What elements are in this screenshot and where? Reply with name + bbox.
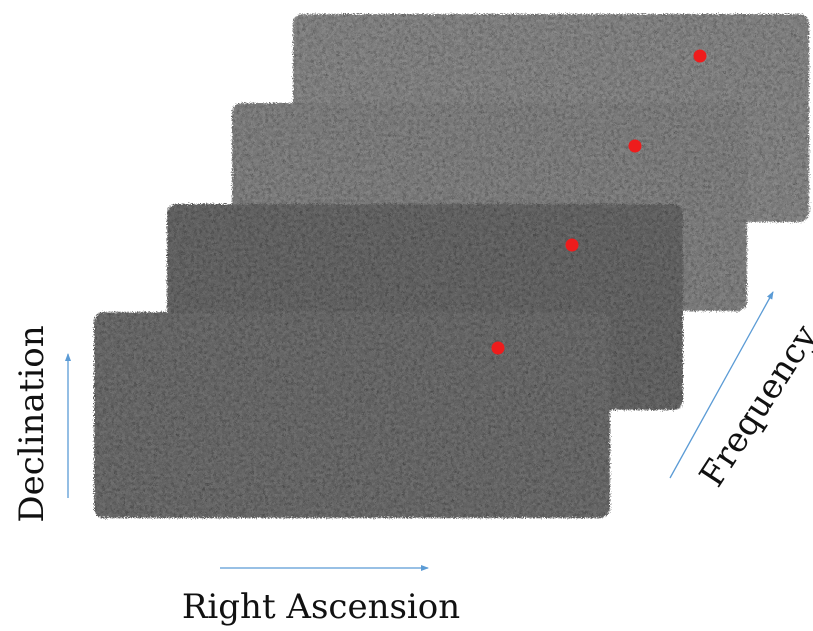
slice-1-plane [94, 312, 610, 518]
source-marker-2 [565, 238, 579, 252]
right-ascension-label: Right Ascension [182, 587, 460, 627]
frequency-arrow [669, 291, 774, 479]
declination-label: Declination [12, 325, 52, 522]
source-marker-1 [491, 341, 505, 355]
frequency-slice-1 [94, 312, 610, 518]
source-marker-3 [628, 139, 642, 153]
source-marker-4 [693, 49, 707, 63]
